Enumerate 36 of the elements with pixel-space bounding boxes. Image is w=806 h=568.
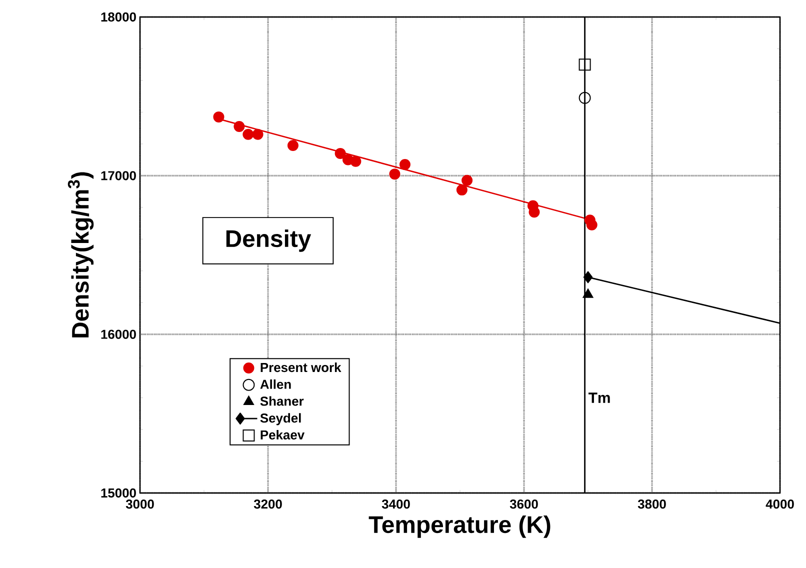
point [578, 58, 591, 71]
legend-label: Shaner [260, 396, 304, 406]
legend-label: Present work [260, 362, 342, 372]
point [399, 159, 410, 170]
point [234, 120, 245, 132]
point [462, 174, 473, 186]
x-tick-label: 4000 [766, 500, 794, 509]
x-tick-label: 3200 [254, 500, 282, 509]
x-tick-label: 3400 [382, 500, 410, 509]
legend-label: Seydel [260, 413, 301, 426]
y-tick-label: 15000 [101, 488, 136, 498]
point [334, 148, 346, 159]
legend-label: Allen [260, 379, 291, 389]
legend-label: Pekaev [260, 430, 305, 440]
x-tick-label: 3600 [510, 500, 538, 509]
point [586, 219, 598, 230]
y-tick-label: 16000 [101, 330, 136, 339]
annotation: Density [226, 230, 312, 252]
point [213, 111, 224, 122]
point [528, 206, 540, 218]
point [389, 168, 400, 180]
x-tick-label: 3000 [126, 500, 154, 509]
y-tick-label: 17000 [101, 171, 136, 180]
ref-line-label: Tm [588, 392, 610, 403]
point [578, 92, 591, 104]
x-tick-label: 3800 [638, 500, 666, 509]
x-axis-title: Temperature (K) [368, 516, 550, 538]
point [582, 288, 594, 298]
point [456, 184, 468, 196]
point [242, 128, 254, 140]
y-tick-label: 18000 [101, 12, 136, 22]
point [350, 156, 362, 167]
point [252, 128, 264, 140]
y-axis-title: Density(kg/m$^{3}$) [68, 172, 94, 338]
point [583, 271, 593, 284]
point [287, 140, 298, 152]
